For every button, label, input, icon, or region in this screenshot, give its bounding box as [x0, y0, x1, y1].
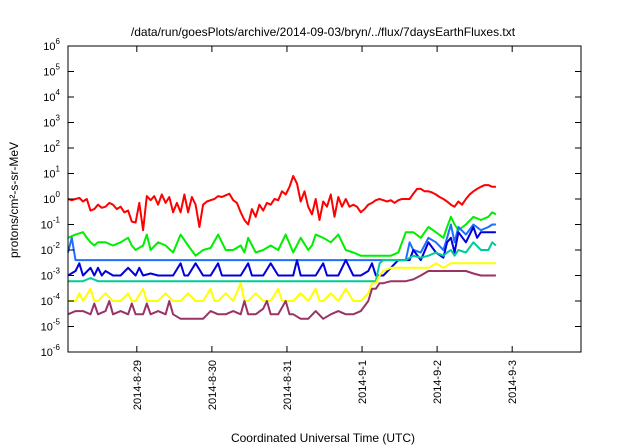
- series-line-2: [67, 211, 497, 257]
- y-tick-exponent: -6: [53, 343, 61, 352]
- x-tick-label: 2014-9-2: [432, 360, 444, 404]
- y-tick-exponent: 1: [56, 165, 61, 174]
- y-tick-label: 102: [43, 139, 60, 155]
- series-line-6: [68, 262, 496, 302]
- y-tick-exponent: -3: [53, 267, 61, 276]
- x-axis-label: Coordinated Universal Time (UTC): [231, 431, 415, 445]
- y-tick-label: 101: [43, 165, 60, 181]
- y-tick-label: 103: [43, 114, 60, 130]
- y-tick-label: 10-5: [41, 318, 61, 334]
- y-tick-mantissa: 10: [43, 169, 55, 181]
- series-line-4: [67, 226, 496, 277]
- y-tick-mantissa: 10: [41, 347, 53, 359]
- y-tick-exponent: -5: [53, 318, 61, 327]
- y-tick-label: 10-3: [41, 267, 61, 283]
- x-tick-label: 2014-8-29: [132, 360, 144, 410]
- y-tick-mantissa: 10: [43, 143, 55, 155]
- y-tick-exponent: 3: [56, 114, 61, 123]
- y-tick-label: 106: [43, 37, 60, 53]
- y-tick-exponent: 2: [56, 139, 61, 148]
- y-tick-label: 105: [43, 63, 60, 79]
- y-tick-label: 10-6: [41, 343, 61, 359]
- y-axis: 10-610-510-410-310-210-11001011021031041…: [41, 37, 581, 359]
- y-tick-label: 104: [43, 88, 60, 104]
- y-tick-exponent: 6: [56, 37, 61, 46]
- y-tick-label: 100: [43, 190, 60, 206]
- y-tick-mantissa: 10: [43, 92, 55, 104]
- y-axis-label: protons/cm²-s-sr-MeV: [7, 142, 21, 258]
- series-group: [67, 175, 497, 320]
- y-tick-mantissa: 10: [41, 220, 53, 232]
- y-tick-exponent: 5: [56, 63, 61, 72]
- x-tick-label: 2014-9-1: [357, 360, 369, 404]
- y-tick-mantissa: 10: [43, 41, 55, 53]
- y-tick-mantissa: 10: [43, 67, 55, 79]
- y-tick-label: 10-1: [41, 216, 61, 232]
- y-tick-mantissa: 10: [41, 245, 53, 257]
- y-tick-mantissa: 10: [41, 296, 53, 308]
- series-line-1: [67, 175, 496, 232]
- y-tick-label: 10-4: [41, 292, 61, 308]
- y-tick-mantissa: 10: [41, 271, 53, 283]
- series-line-7: [67, 270, 496, 320]
- y-tick-exponent: 0: [56, 190, 61, 199]
- y-tick-label: 10-2: [41, 241, 61, 257]
- series-line-3: [67, 223, 496, 262]
- y-tick-exponent: 4: [56, 88, 61, 97]
- y-tick-exponent: -4: [53, 292, 61, 301]
- series-line-5: [68, 241, 497, 283]
- x-tick-label: 2014-8-30: [207, 360, 219, 410]
- y-tick-exponent: -1: [53, 216, 61, 225]
- y-tick-mantissa: 10: [43, 194, 55, 206]
- x-tick-label: 2014-8-31: [282, 360, 294, 410]
- x-tick-label: 2014-9-3: [507, 360, 519, 404]
- chart-title: /data/run/goesPlots/archive/2014-09-03/b…: [131, 25, 516, 39]
- y-tick-mantissa: 10: [43, 118, 55, 130]
- y-tick-mantissa: 10: [41, 322, 53, 334]
- y-tick-exponent: -2: [53, 241, 61, 250]
- x-axis: 2014-8-29 2014-8-30 2014-8-31 2014-9-1 2014-…: [132, 46, 519, 410]
